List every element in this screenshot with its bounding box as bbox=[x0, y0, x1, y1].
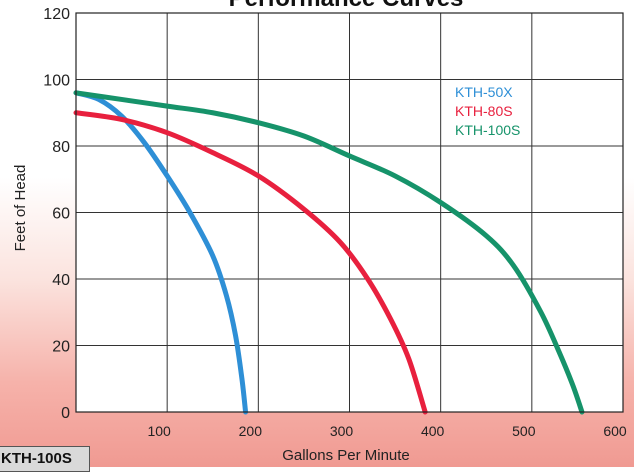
plot-border bbox=[75, 12, 624, 413]
y-axis-label: Feet of Head bbox=[12, 165, 29, 252]
x-tick-label: 400 bbox=[421, 423, 445, 439]
series-line-kth-50x bbox=[73, 90, 249, 415]
y-tick-label: 0 bbox=[61, 405, 70, 422]
y-tick-label: 120 bbox=[43, 6, 70, 23]
x-tick-label: 200 bbox=[239, 423, 263, 439]
x-tick-label: 600 bbox=[603, 423, 627, 439]
x-axis-label: Gallons Per Minute bbox=[282, 447, 410, 464]
y-tick-label: 80 bbox=[52, 139, 70, 156]
series-line-kth-80s bbox=[73, 110, 428, 415]
grid-lines bbox=[76, 12, 624, 413]
y-tick-label: 40 bbox=[52, 272, 70, 289]
x-tick-label: 100 bbox=[147, 423, 171, 439]
chart-title: Performance Curves bbox=[229, 0, 464, 12]
legend-entry-kth-80s: KTH-80S bbox=[455, 103, 513, 119]
y-tick-label: 60 bbox=[52, 206, 70, 223]
y-tick-label: 100 bbox=[43, 73, 70, 90]
y-axis-ticks: 0 20 40 60 80 100 120 bbox=[43, 6, 70, 422]
x-axis-ticks: 100 200 300 400 500 600 bbox=[147, 423, 626, 439]
y-tick-label: 20 bbox=[52, 339, 70, 356]
series-lines bbox=[73, 90, 585, 415]
model-tag: KTH-100S bbox=[0, 446, 90, 472]
legend-entry-kth-50x: KTH-50X bbox=[455, 84, 513, 100]
x-tick-label: 300 bbox=[330, 423, 354, 439]
legend-entry-kth-100s: KTH-100S bbox=[455, 122, 520, 138]
legend: KTH-50X KTH-80S KTH-100S bbox=[455, 84, 520, 138]
x-tick-label: 500 bbox=[512, 423, 536, 439]
series-line-kth-100s bbox=[73, 90, 585, 415]
